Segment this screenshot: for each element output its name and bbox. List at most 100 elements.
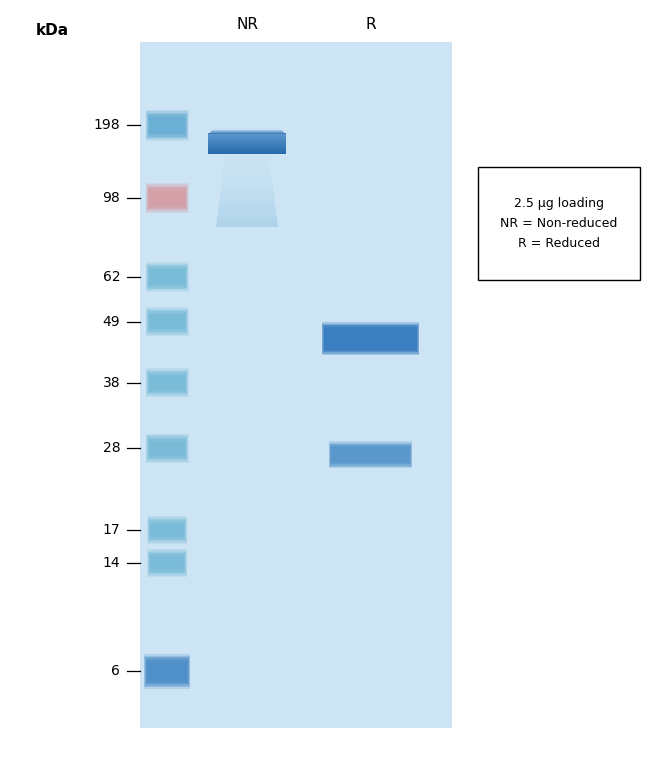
- Bar: [220, 194, 274, 196]
- Bar: [221, 189, 273, 190]
- Bar: [220, 198, 274, 199]
- Bar: [150, 191, 185, 205]
- Bar: [149, 190, 185, 206]
- Bar: [150, 556, 184, 570]
- Bar: [146, 183, 188, 213]
- Bar: [146, 110, 188, 141]
- Bar: [148, 312, 186, 330]
- Bar: [146, 659, 188, 684]
- Bar: [222, 179, 272, 181]
- Bar: [217, 216, 277, 218]
- Text: 49: 49: [103, 315, 120, 328]
- Bar: [150, 522, 185, 539]
- Bar: [222, 176, 272, 177]
- Bar: [150, 523, 184, 537]
- Bar: [151, 525, 183, 534]
- Bar: [218, 207, 276, 208]
- Bar: [147, 437, 187, 461]
- Text: 17: 17: [103, 523, 120, 537]
- Bar: [224, 164, 270, 166]
- Bar: [147, 113, 187, 138]
- Bar: [149, 314, 185, 329]
- Bar: [148, 187, 187, 209]
- Bar: [150, 118, 185, 133]
- Bar: [148, 439, 186, 458]
- Bar: [217, 220, 277, 221]
- Bar: [148, 312, 187, 332]
- Bar: [148, 114, 187, 136]
- Bar: [150, 193, 184, 204]
- Text: kDa: kDa: [36, 23, 69, 38]
- Bar: [148, 552, 186, 575]
- Text: 14: 14: [103, 556, 120, 570]
- Bar: [221, 185, 273, 186]
- Bar: [148, 518, 186, 541]
- Bar: [218, 214, 276, 216]
- Bar: [217, 218, 277, 220]
- Bar: [150, 272, 184, 282]
- Bar: [222, 183, 272, 185]
- Bar: [146, 307, 188, 336]
- Bar: [216, 221, 278, 224]
- Bar: [219, 201, 275, 203]
- Bar: [219, 203, 275, 205]
- Bar: [147, 186, 187, 211]
- Bar: [149, 269, 185, 285]
- Bar: [225, 155, 269, 157]
- Bar: [221, 186, 273, 189]
- Bar: [222, 177, 272, 179]
- Bar: [150, 271, 185, 283]
- Bar: [220, 190, 274, 192]
- Bar: [149, 520, 185, 540]
- Bar: [146, 111, 188, 139]
- Bar: [332, 447, 410, 462]
- Bar: [149, 117, 185, 134]
- Bar: [223, 172, 271, 174]
- Text: 6: 6: [111, 665, 120, 678]
- Bar: [222, 174, 272, 176]
- Bar: [146, 370, 188, 396]
- Bar: [150, 317, 184, 327]
- Bar: [144, 654, 190, 688]
- Bar: [147, 371, 187, 394]
- Bar: [146, 184, 188, 211]
- Bar: [224, 163, 270, 164]
- Bar: [225, 157, 269, 159]
- Bar: [148, 268, 186, 287]
- Bar: [330, 443, 411, 467]
- Bar: [146, 262, 188, 292]
- Bar: [149, 375, 185, 390]
- Bar: [218, 212, 276, 214]
- Bar: [150, 442, 185, 455]
- Bar: [148, 664, 186, 679]
- Bar: [146, 435, 188, 462]
- Bar: [222, 181, 272, 183]
- Bar: [148, 550, 187, 576]
- Bar: [322, 324, 419, 354]
- Bar: [330, 445, 411, 465]
- Text: NR: NR: [236, 17, 258, 32]
- Bar: [147, 310, 187, 334]
- Bar: [146, 659, 188, 683]
- Bar: [219, 199, 275, 201]
- Bar: [147, 516, 187, 544]
- Bar: [148, 189, 186, 208]
- Bar: [146, 309, 188, 334]
- Bar: [220, 196, 274, 198]
- Bar: [148, 662, 187, 681]
- Bar: [225, 154, 269, 155]
- Bar: [140, 42, 452, 728]
- Bar: [148, 372, 187, 393]
- Bar: [224, 159, 270, 161]
- Text: 98: 98: [103, 191, 120, 205]
- Bar: [144, 656, 190, 688]
- Bar: [149, 440, 185, 456]
- Bar: [323, 325, 418, 352]
- Bar: [220, 192, 274, 194]
- Bar: [147, 265, 187, 289]
- Bar: [478, 167, 640, 280]
- Bar: [148, 115, 186, 136]
- Bar: [150, 554, 185, 572]
- Bar: [146, 368, 188, 397]
- Text: 38: 38: [103, 376, 120, 390]
